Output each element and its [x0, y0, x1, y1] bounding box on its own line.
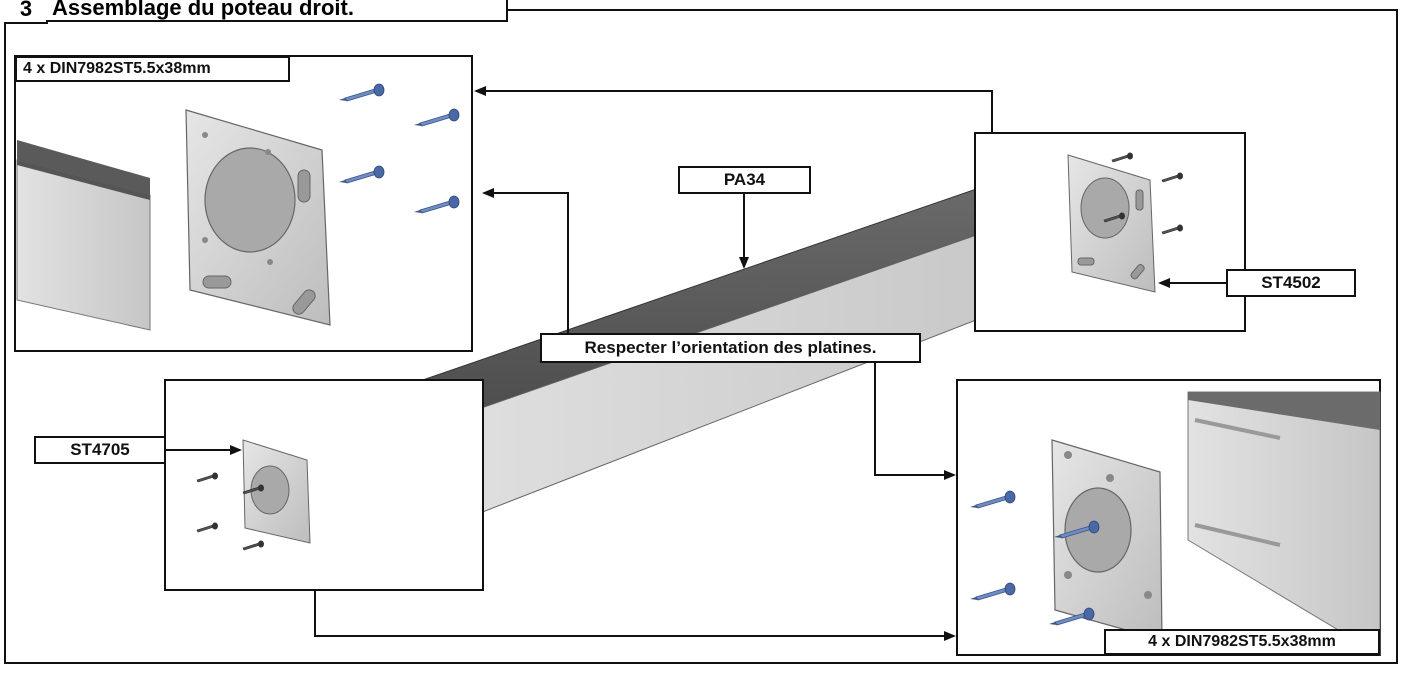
mounting-plate-icon [185, 109, 331, 326]
orientation-note: Respecter l’orientation des platines. [540, 333, 921, 363]
post-end-detail-left [16, 140, 151, 331]
post-end-detail-right [1187, 391, 1381, 656]
plate-ref-label-left: ST4705 [34, 436, 166, 464]
frame-border [4, 9, 1398, 664]
mounting-plate-icon [1051, 439, 1163, 641]
post-ref-label: PA34 [678, 166, 811, 194]
step-number: 3 [6, 0, 48, 24]
mounting-plate-icon [242, 439, 311, 544]
plate-ref-label-right: ST4502 [1226, 269, 1356, 297]
screws-label-top-left: 4 x DIN7982ST5.5x38mm [15, 56, 290, 82]
detail-box-bottom-left [164, 379, 484, 591]
step-title: Assemblage du poteau droit. [46, 0, 508, 22]
mounting-plate-icon [1067, 154, 1156, 293]
screws-label-bottom-right: 4 x DIN7982ST5.5x38mm [1104, 629, 1380, 655]
arrow-icon [166, 86, 1226, 641]
